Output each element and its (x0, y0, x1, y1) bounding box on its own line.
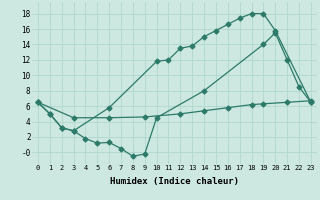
X-axis label: Humidex (Indice chaleur): Humidex (Indice chaleur) (110, 177, 239, 186)
